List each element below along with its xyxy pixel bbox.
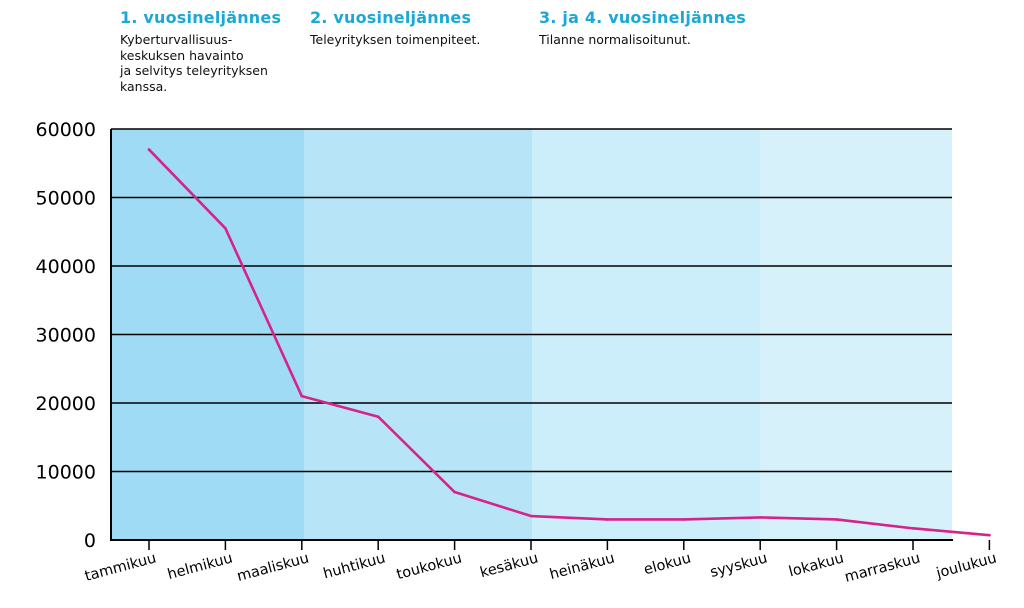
x-tick-label: elokuu bbox=[642, 550, 693, 578]
quarter-2-header: 2. vuosineljännes Teleyrityksen toimenpi… bbox=[310, 8, 480, 48]
data-point bbox=[758, 516, 762, 519]
data-point bbox=[835, 518, 838, 521]
data-point bbox=[300, 394, 304, 398]
quarter-1-desc-line: keskuksen havainto bbox=[120, 47, 244, 63]
y-tick-label: 50000 bbox=[36, 188, 96, 210]
data-point bbox=[606, 518, 609, 521]
quarter-3-4-title: 3. ja 4. vuosineljännes bbox=[539, 8, 746, 27]
x-tick-label: heinäkuu bbox=[548, 550, 616, 583]
y-tick-label: 20000 bbox=[36, 393, 96, 415]
quarter-1-desc-line: ja selvitys teleyrityksen bbox=[120, 63, 268, 78]
data-point bbox=[147, 148, 151, 151]
quarter-2-title: 2. vuosineljännes bbox=[310, 8, 472, 27]
quarter-3-4-description: Tilanne normalisoitunut. bbox=[539, 32, 746, 48]
data-point bbox=[911, 527, 915, 530]
data-point bbox=[376, 415, 380, 419]
y-tick-label: 60000 bbox=[36, 119, 96, 141]
quarter-3-4-header: 3. ja 4. vuosineljännes Tilanne normalis… bbox=[539, 8, 746, 48]
data-point bbox=[453, 490, 456, 494]
quarter-3-4-desc-line: Tilanne normalisoitunut. bbox=[539, 32, 691, 47]
y-tick-label: 40000 bbox=[36, 256, 96, 278]
x-tick-label: helmikuu bbox=[166, 550, 234, 583]
quarter-1-header: 1. vuosineljännes Kyberturvallisuus- kes… bbox=[120, 8, 281, 94]
x-tick-label: joulukuu bbox=[934, 550, 999, 582]
x-tick-label: marraskuu bbox=[843, 550, 922, 586]
x-tick-label: maaliskuu bbox=[235, 550, 310, 585]
y-tick-label: 0 bbox=[84, 530, 96, 552]
x-tick-label: toukokuu bbox=[395, 550, 464, 583]
y-tick-label: 10000 bbox=[36, 462, 96, 484]
data-point bbox=[529, 514, 533, 518]
quarter-2-desc-line: Teleyrityksen toimenpiteet. bbox=[310, 32, 481, 47]
x-tick-label: tammikuu bbox=[83, 550, 158, 584]
y-tick-label: 30000 bbox=[36, 325, 96, 347]
quarter-2-description: Teleyrityksen toimenpiteet. bbox=[310, 32, 480, 48]
data-point bbox=[988, 533, 991, 537]
quarter-1-title: 1. vuosineljännes bbox=[120, 8, 282, 27]
data-point bbox=[224, 227, 227, 230]
x-tick-label: huhtikuu bbox=[322, 550, 388, 582]
x-tick-label: kesäkuu bbox=[478, 550, 540, 581]
quarter-1-description: Kyberturvallisuus- keskuksen havainto ja… bbox=[120, 32, 281, 94]
x-tick-label: syyskuu bbox=[708, 550, 769, 581]
quarter-1-desc-line: Kyberturvallisuus- bbox=[120, 32, 233, 47]
x-tick-label: lokakuu bbox=[787, 550, 845, 580]
data-point bbox=[682, 518, 686, 521]
quarter-1-desc-line: kanssa. bbox=[120, 78, 168, 94]
data-series-line bbox=[147, 148, 991, 537]
